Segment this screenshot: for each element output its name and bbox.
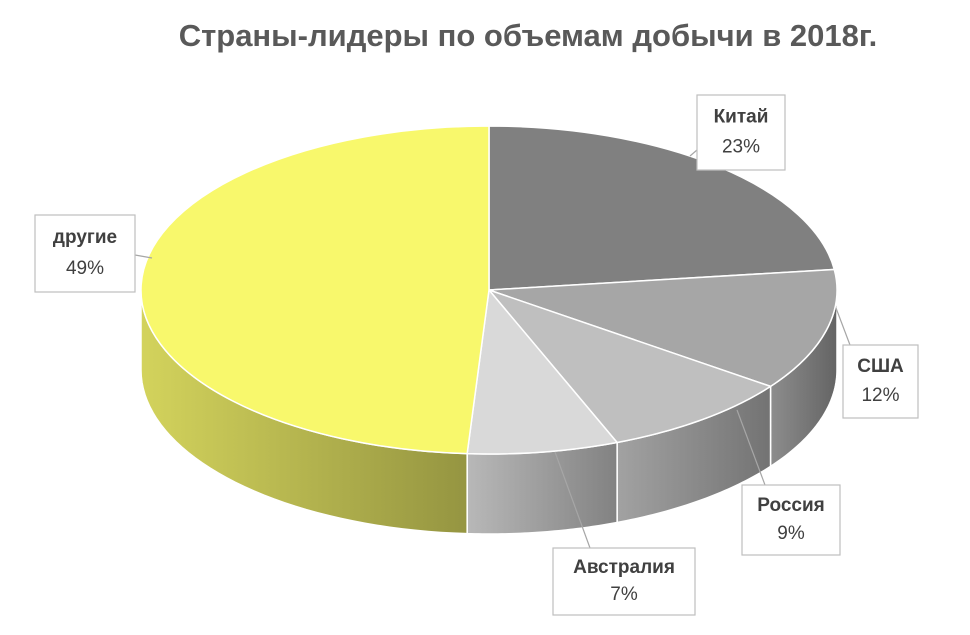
leader-line (689, 149, 698, 157)
category-label: Китай (714, 107, 769, 128)
label-box (696, 94, 786, 171)
value-label: 49% (66, 258, 104, 279)
leader-line (134, 254, 153, 259)
category-label: Австралия (573, 557, 675, 578)
value-label: 23% (722, 137, 760, 158)
slice (466, 288, 619, 455)
leader-line (554, 451, 591, 549)
slice (140, 125, 490, 455)
slice-side (466, 441, 618, 535)
label-box (842, 344, 919, 419)
slice (486, 288, 773, 444)
value-label: 7% (610, 584, 638, 605)
leader-line (736, 409, 766, 486)
slice (488, 268, 838, 388)
value-label: 9% (777, 523, 805, 544)
leader-line (835, 307, 851, 346)
label-box (34, 214, 136, 293)
category-label: другие (53, 227, 117, 248)
label-box (741, 484, 841, 556)
label-box (552, 547, 696, 616)
category-label: США (857, 356, 904, 377)
value-label: 12% (861, 385, 899, 406)
labels: Китай 23% США 12% Россия 9% Австралия 7% другие 4… (34, 94, 919, 616)
pie (140, 125, 838, 535)
chart-title: Страны-лидеры по объемам добычи в 2018г. (179, 18, 878, 53)
category-label: Россия (757, 495, 824, 516)
